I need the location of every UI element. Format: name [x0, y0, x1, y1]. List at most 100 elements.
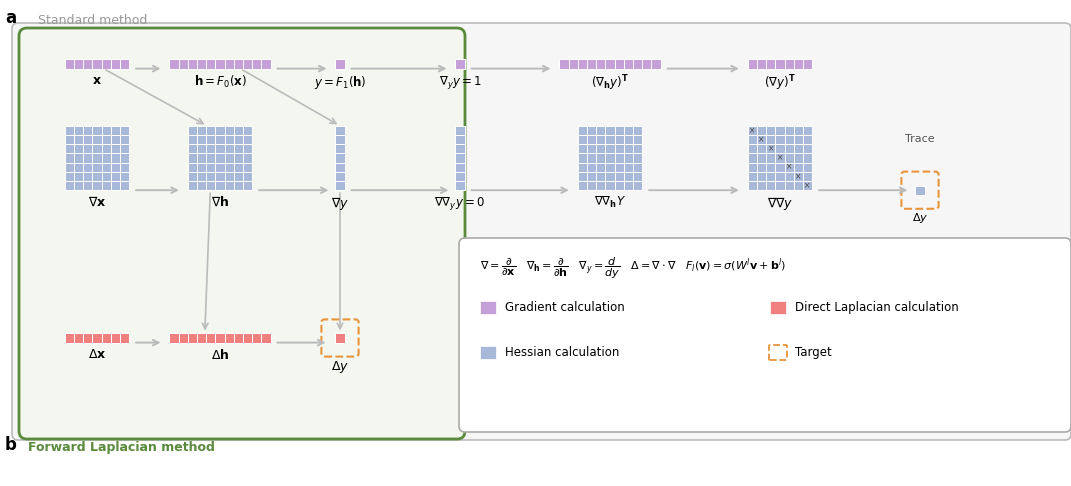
Bar: [92, 333, 102, 343]
Text: $\nabla y$: $\nabla y$: [331, 195, 349, 212]
Bar: [748, 181, 757, 190]
Bar: [215, 163, 225, 172]
Bar: [794, 144, 803, 154]
Bar: [102, 144, 110, 154]
Bar: [187, 144, 197, 154]
Bar: [74, 126, 84, 135]
FancyBboxPatch shape: [459, 238, 1071, 432]
Bar: [197, 181, 207, 190]
Bar: [243, 163, 252, 172]
Bar: [197, 135, 207, 144]
Bar: [335, 144, 345, 154]
Bar: [597, 181, 605, 190]
Bar: [587, 172, 597, 181]
Bar: [335, 181, 345, 190]
Bar: [775, 154, 785, 163]
Bar: [65, 163, 74, 172]
Bar: [615, 135, 623, 144]
Bar: [455, 126, 465, 135]
Text: $\nabla\nabla_y y = 0$: $\nabla\nabla_y y = 0$: [435, 195, 485, 212]
Bar: [455, 59, 465, 69]
Bar: [757, 154, 766, 163]
Bar: [197, 144, 207, 154]
Bar: [794, 126, 803, 135]
Text: ×: ×: [776, 154, 783, 162]
Bar: [757, 59, 766, 69]
Bar: [785, 59, 794, 69]
Bar: [785, 154, 794, 163]
Bar: [455, 163, 465, 172]
Bar: [187, 333, 197, 343]
Bar: [785, 163, 794, 172]
Bar: [803, 154, 812, 163]
Bar: [335, 59, 345, 69]
Bar: [748, 135, 757, 144]
FancyBboxPatch shape: [12, 23, 1071, 440]
Bar: [92, 172, 102, 181]
Bar: [559, 59, 569, 69]
Bar: [120, 181, 130, 190]
Bar: [187, 154, 197, 163]
Text: $\nabla\mathbf{h}$: $\nabla\mathbf{h}$: [211, 195, 229, 208]
Bar: [92, 144, 102, 154]
Bar: [748, 144, 757, 154]
Bar: [102, 172, 110, 181]
Bar: [597, 59, 605, 69]
Bar: [775, 126, 785, 135]
Bar: [623, 181, 633, 190]
Text: Target: Target: [795, 346, 832, 359]
Bar: [794, 181, 803, 190]
Bar: [597, 172, 605, 181]
Bar: [84, 172, 92, 181]
Bar: [179, 59, 187, 69]
Bar: [766, 59, 775, 69]
Bar: [577, 172, 587, 181]
Bar: [633, 181, 643, 190]
Bar: [766, 144, 775, 154]
Bar: [233, 172, 243, 181]
Bar: [775, 144, 785, 154]
Bar: [84, 144, 92, 154]
Bar: [65, 144, 74, 154]
Bar: [187, 163, 197, 172]
Bar: [110, 181, 120, 190]
Bar: [74, 59, 84, 69]
Bar: [455, 154, 465, 163]
Bar: [84, 333, 92, 343]
Bar: [335, 126, 345, 135]
Bar: [766, 126, 775, 135]
Bar: [215, 154, 225, 163]
Bar: [623, 154, 633, 163]
Bar: [335, 135, 345, 144]
Bar: [335, 163, 345, 172]
Bar: [480, 346, 496, 359]
Bar: [207, 172, 215, 181]
Bar: [335, 154, 345, 163]
Bar: [187, 181, 197, 190]
Bar: [794, 135, 803, 144]
Bar: [748, 172, 757, 181]
Bar: [225, 59, 233, 69]
Bar: [597, 154, 605, 163]
Bar: [243, 135, 252, 144]
Bar: [757, 172, 766, 181]
Bar: [480, 301, 496, 314]
Bar: [84, 135, 92, 144]
Bar: [110, 163, 120, 172]
Bar: [605, 135, 615, 144]
Bar: [243, 333, 252, 343]
Bar: [225, 135, 233, 144]
Text: $\nabla_y y = 1$: $\nabla_y y = 1$: [438, 73, 482, 90]
Bar: [233, 333, 243, 343]
Text: $\nabla\nabla_\mathbf{h} Y$: $\nabla\nabla_\mathbf{h} Y$: [594, 195, 627, 210]
Bar: [748, 154, 757, 163]
Text: $\nabla\nabla y$: $\nabla\nabla y$: [767, 195, 794, 212]
Bar: [120, 59, 130, 69]
Bar: [74, 144, 84, 154]
Bar: [597, 126, 605, 135]
Bar: [65, 181, 74, 190]
Bar: [803, 126, 812, 135]
Bar: [775, 135, 785, 144]
Text: ×: ×: [768, 144, 774, 153]
Bar: [803, 59, 812, 69]
